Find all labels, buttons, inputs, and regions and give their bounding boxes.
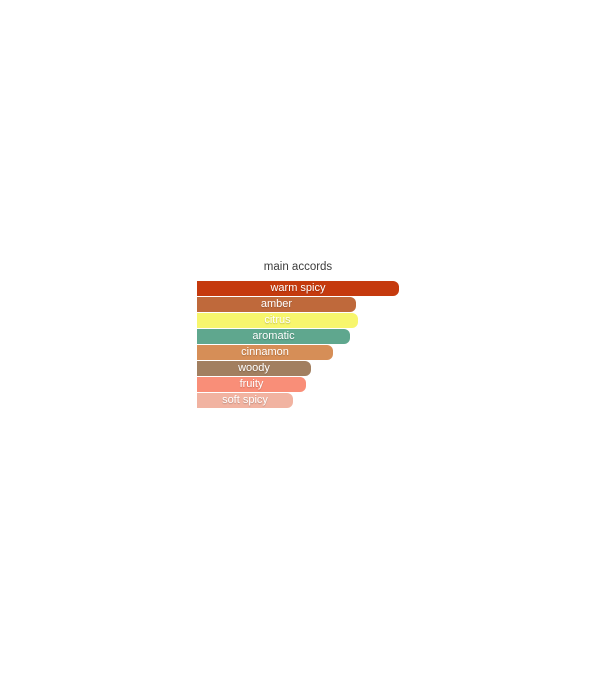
accord-bar-fruity: fruity bbox=[197, 377, 306, 392]
accord-bar-soft-spicy: soft spicy bbox=[197, 393, 293, 408]
accord-bar-cinnamon: cinnamon bbox=[197, 345, 333, 360]
accord-bar-citrus: citrus bbox=[197, 313, 358, 328]
accord-label: cinnamon bbox=[241, 346, 289, 358]
accord-bar-woody: woody bbox=[197, 361, 311, 376]
accord-label: soft spicy bbox=[222, 394, 268, 406]
accord-bar-aromatic: aromatic bbox=[197, 329, 350, 344]
accord-label: aromatic bbox=[252, 330, 295, 342]
accord-label: woody bbox=[238, 362, 270, 374]
accord-label: citrus bbox=[264, 314, 291, 326]
accord-bar-amber: amber bbox=[197, 297, 356, 312]
accord-bars: warm spicy amber citrus aromatic cinnamon woo… bbox=[197, 281, 400, 409]
chart-title: main accords bbox=[263, 261, 333, 273]
main-accords-chart: main accords warm spicy amber citrus aromat… bbox=[197, 261, 400, 409]
accord-label: fruity bbox=[239, 378, 264, 390]
accord-bar-warm-spicy: warm spicy bbox=[197, 281, 399, 296]
accord-label: amber bbox=[260, 298, 293, 310]
accord-label: warm spicy bbox=[270, 282, 326, 294]
